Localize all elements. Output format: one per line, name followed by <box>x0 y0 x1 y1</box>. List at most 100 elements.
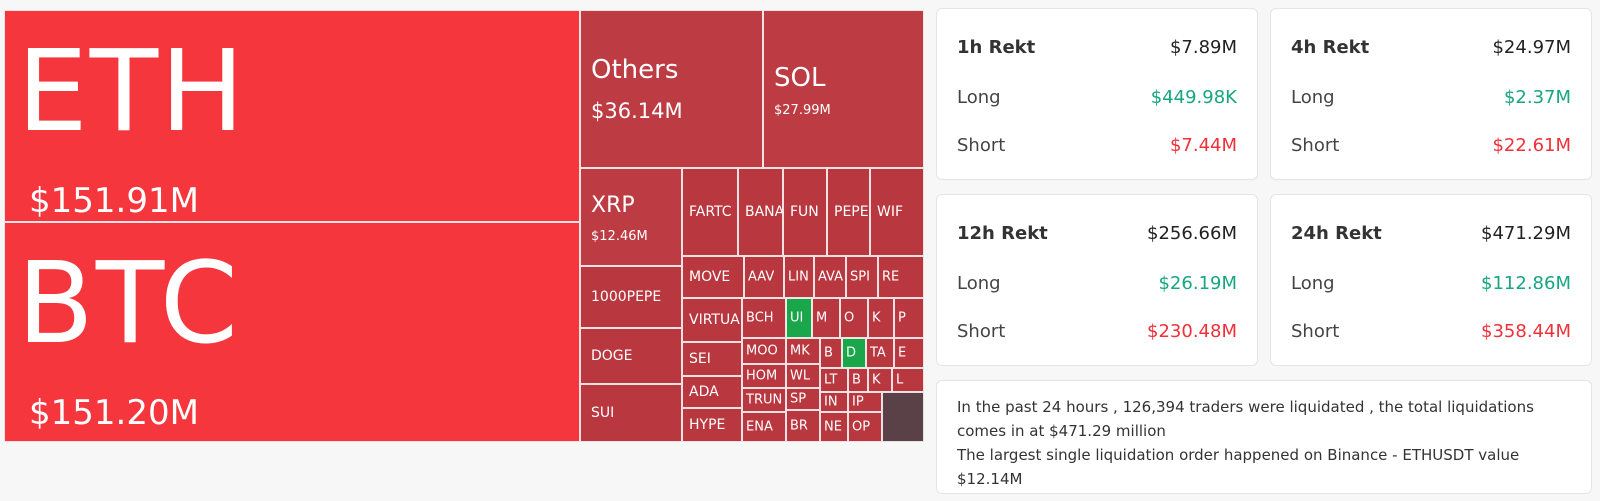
treemap-cell-small[interactable]: MK <box>786 338 820 364</box>
treemap-cell-small[interactable]: TRUN <box>742 388 786 412</box>
cell-symbol: L <box>896 372 904 388</box>
treemap-cell-small[interactable]: AAV <box>744 256 784 298</box>
treemap-cell-small[interactable]: K <box>868 298 894 338</box>
cell-symbol: LIN <box>788 269 809 285</box>
treemap-cell-small[interactable]: MOO <box>742 338 786 364</box>
short-label: Short <box>1291 321 1340 342</box>
treemap-cell-small[interactable]: PEPE <box>827 168 870 256</box>
card-header: 1h Rekt $7.89M <box>957 37 1237 58</box>
card-title: 12h Rekt <box>957 223 1048 244</box>
short-row: Short $230.48M <box>957 321 1237 342</box>
rekt-card-12h: 12h Rekt $256.66M Long $26.19M Short $23… <box>936 194 1258 366</box>
long-label: Long <box>957 87 1001 108</box>
treemap-cell-small[interactable]: FARTC <box>682 168 738 256</box>
short-label: Short <box>957 321 1006 342</box>
card-header: 24h Rekt $471.29M <box>1291 223 1571 244</box>
treemap-cell-small[interactable]: K <box>868 368 892 392</box>
treemap-cell-small[interactable]: FUN <box>783 168 827 256</box>
short-value: $358.44M <box>1481 321 1571 342</box>
long-label: Long <box>957 273 1001 294</box>
cell-symbol: B <box>824 345 833 361</box>
cell-symbol: ETH <box>17 27 247 157</box>
treemap-cell-doge[interactable]: DOGE <box>580 328 682 384</box>
treemap-cell-small[interactable]: LIN <box>784 256 814 298</box>
treemap-cell-btc[interactable]: BTC $151.20M <box>4 222 580 442</box>
treemap-cell-small[interactable]: L <box>892 368 924 392</box>
cell-symbol: XRP <box>591 193 635 218</box>
treemap-cell-small[interactable]: AVA <box>814 256 846 298</box>
treemap-cell-small[interactable]: WIF <box>870 168 924 256</box>
summary-line-largest: The largest single liquidation order hap… <box>957 446 1520 488</box>
treemap-cell-small[interactable]: SEI <box>682 342 742 376</box>
treemap-cell-small[interactable]: SP <box>786 388 820 410</box>
cell-value: $151.91M <box>29 181 199 221</box>
treemap-cell-small[interactable]: IP <box>848 392 882 412</box>
cell-symbol: Others <box>591 55 679 85</box>
treemap-cell-sol[interactable]: SOL $27.99M <box>763 10 924 168</box>
treemap-cell-small[interactable]: O <box>840 298 868 338</box>
treemap-cell-small[interactable]: B <box>820 338 842 368</box>
cell-symbol: SOL <box>774 63 826 93</box>
summary-line-total: In the past 24 hours , 126,394 traders w… <box>957 398 1534 440</box>
treemap-cell-small[interactable]: RE <box>878 256 924 298</box>
cell-symbol: AAV <box>748 269 775 285</box>
long-value: $26.19M <box>1158 273 1237 294</box>
cell-symbol: LT <box>824 372 838 388</box>
card-total: $471.29M <box>1481 223 1571 244</box>
treemap-cell-small[interactable]: M <box>812 298 840 338</box>
cell-symbol: E <box>898 345 907 361</box>
treemap-cell-small[interactable]: LT <box>820 368 848 392</box>
short-label: Short <box>957 135 1006 156</box>
treemap-cell-small[interactable]: HYPE <box>682 408 742 442</box>
long-row: Long $26.19M <box>957 273 1237 294</box>
long-value: $2.37M <box>1503 87 1571 108</box>
cell-symbol: M <box>816 310 828 326</box>
treemap-cell-xrp[interactable]: XRP $12.46M <box>580 168 682 266</box>
long-value: $449.98K <box>1150 87 1237 108</box>
treemap-cell-sui[interactable]: SUI <box>580 384 682 442</box>
cell-symbol: SP <box>790 391 807 407</box>
treemap-cell-small[interactable]: BR <box>786 410 820 442</box>
treemap-cell-small[interactable]: D <box>842 338 866 368</box>
long-value: $112.86M <box>1481 273 1571 294</box>
treemap-cell-small[interactable]: ENA <box>742 412 786 442</box>
treemap-cell-small[interactable]: BANA <box>738 168 783 256</box>
treemap-cell-small[interactable]: OP <box>848 412 882 442</box>
cell-symbol: SPI <box>850 269 870 285</box>
treemap-cell-others[interactable]: Others $36.14M <box>580 10 763 168</box>
treemap-cell-small[interactable]: VIRTUA <box>682 298 742 342</box>
short-value: $7.44M <box>1169 135 1237 156</box>
treemap-cell-small[interactable]: E <box>894 338 924 368</box>
cell-symbol: WIF <box>877 204 904 220</box>
treemap-cell-small[interactable]: NE <box>820 412 848 442</box>
cell-symbol: SUI <box>591 405 615 421</box>
cell-symbol: MK <box>790 343 810 359</box>
cell-symbol: ADA <box>689 384 719 400</box>
treemap-cell-small[interactable]: HOM <box>742 364 786 388</box>
short-row: Short $22.61M <box>1291 135 1571 156</box>
cell-symbol: BR <box>790 418 808 434</box>
short-row: Short $358.44M <box>1291 321 1571 342</box>
treemap-cell-small[interactable]: WL <box>786 364 820 388</box>
card-total: $7.89M <box>1169 37 1237 58</box>
cell-symbol: 1000PEPE <box>591 289 662 305</box>
treemap-cell-small[interactable]: IN <box>820 392 848 412</box>
rekt-card-24h: 24h Rekt $471.29M Long $112.86M Short $3… <box>1270 194 1592 366</box>
treemap-cell-small[interactable]: SPI <box>846 256 878 298</box>
cell-value: $36.14M <box>591 99 683 123</box>
treemap-cell-1000pepe[interactable]: 1000PEPE <box>580 266 682 328</box>
treemap-cell-small[interactable]: UI <box>786 298 812 338</box>
cell-symbol: VIRTUA <box>689 312 740 328</box>
cell-symbol: MOVE <box>689 269 731 285</box>
treemap-cell-small[interactable]: P <box>894 298 924 338</box>
treemap-cell-small[interactable] <box>882 392 924 442</box>
long-row: Long $112.86M <box>1291 273 1571 294</box>
cell-symbol: PEPE <box>834 204 869 220</box>
treemap-cell-small[interactable]: B <box>848 368 868 392</box>
liquidation-treemap: ETH $151.91M BTC $151.20M Others $36.14M… <box>4 10 924 442</box>
treemap-cell-small[interactable]: TA <box>866 338 894 368</box>
treemap-cell-small[interactable]: ADA <box>682 376 742 408</box>
treemap-cell-eth[interactable]: ETH $151.91M <box>4 10 580 222</box>
treemap-cell-small[interactable]: MOVE <box>682 256 744 298</box>
treemap-cell-small[interactable]: BCH <box>742 298 786 338</box>
